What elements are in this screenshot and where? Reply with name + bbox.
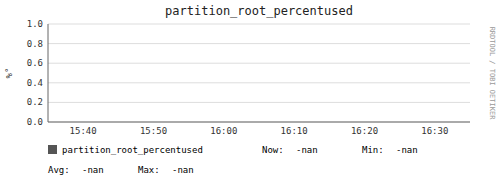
- stat-label: Avg:: [48, 165, 70, 175]
- x-tick-label: 16:30: [421, 126, 448, 136]
- chart-container: partition_root_percentused 0.0 0.2 0.4 0.6 0.…: [0, 0, 497, 187]
- grid-line: [48, 63, 470, 64]
- x-tick-label: 16:20: [351, 126, 378, 136]
- x-tick-label: 16:00: [210, 126, 237, 136]
- x-axis-line: [48, 122, 470, 123]
- grid-line: [48, 122, 470, 123]
- title: partition_root_percentused: [165, 4, 353, 18]
- y-tick-label: 0.4: [27, 78, 43, 88]
- y-tick-label: 0.6: [27, 58, 43, 68]
- grid-line: [48, 24, 470, 25]
- grid-line: [48, 82, 470, 83]
- y-tick-label: 1.0: [27, 19, 43, 29]
- legend-swatch: [48, 145, 57, 154]
- watermark: RRDTOOL / TOBI OETIKER: [488, 27, 496, 121]
- y-tick-label: 0.0: [27, 117, 43, 127]
- y-tick-label: 0.2: [27, 97, 43, 107]
- y-axis-line: [48, 24, 49, 122]
- stat-label: Now:: [262, 145, 284, 155]
- grid-line: [48, 102, 470, 103]
- stat-value: -nan: [172, 165, 194, 175]
- stat-value: -nan: [296, 145, 318, 155]
- x-tick-label: 15:50: [140, 126, 167, 136]
- chart-svg: partition_root_percentused 0.0 0.2 0.4 0.6 0.…: [0, 0, 497, 187]
- stat-label: Min:: [362, 145, 384, 155]
- legend-label: partition_root_percentused: [62, 145, 203, 155]
- y-axis-label: %°: [4, 68, 14, 79]
- x-tick-label: 16:10: [281, 126, 308, 136]
- stat-value: -nan: [82, 165, 104, 175]
- stat-label: Max:: [138, 165, 160, 175]
- grid-line: [48, 43, 470, 44]
- y-tick-label: 0.8: [27, 39, 43, 49]
- stat-value: -nan: [396, 145, 418, 155]
- x-tick-label: 15:40: [70, 126, 97, 136]
